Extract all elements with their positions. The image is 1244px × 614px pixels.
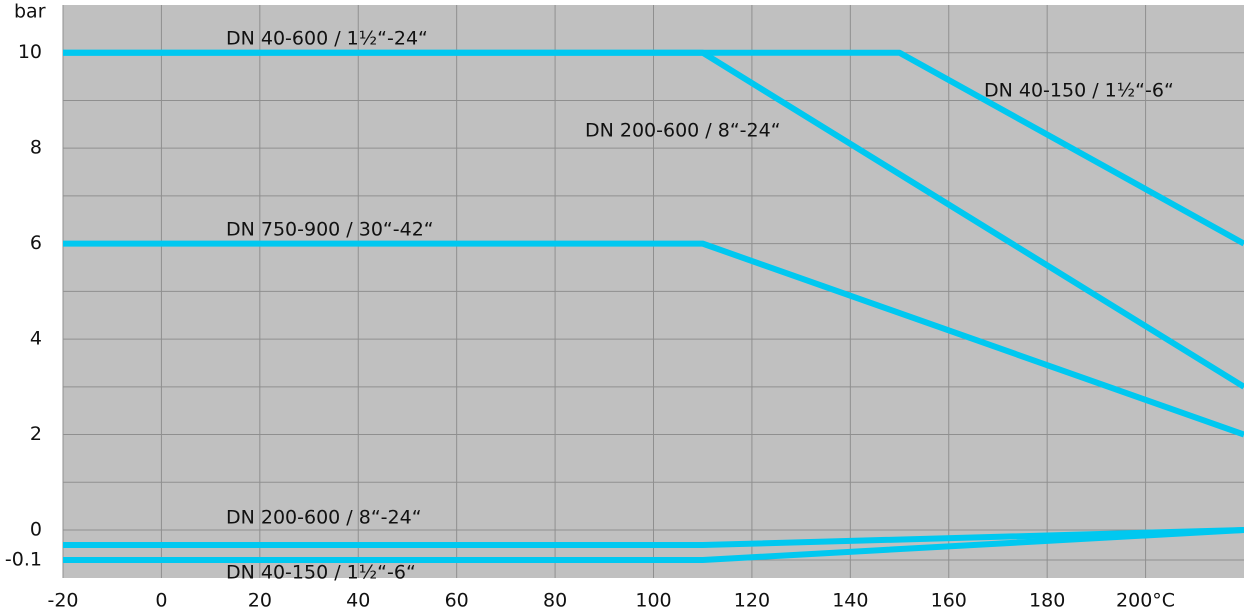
- y-axis-label: bar: [14, 1, 46, 23]
- series-label: DN 750-900 / 30“-42“: [226, 219, 434, 241]
- y-tick-label: 8: [30, 137, 42, 159]
- series-label: DN 40-150 / 1½“-6“: [984, 80, 1174, 102]
- series-line: [63, 527, 1244, 548]
- x-tick-label: 140: [832, 590, 868, 612]
- x-tick-label: 120: [734, 590, 770, 612]
- x-tick-label: 20: [248, 590, 272, 612]
- series-label: DN 40-150 / 1½“-6“: [226, 562, 416, 584]
- y-tick-label: 4: [30, 328, 42, 350]
- y-tick-label: 6: [30, 232, 42, 254]
- y-tick-label: 10: [18, 41, 42, 63]
- series-line: [63, 527, 1244, 563]
- series-label: DN 200-600 / 8“-24“: [585, 120, 781, 142]
- x-tick-label: 160: [931, 590, 967, 612]
- x-tick-label: 60: [445, 590, 469, 612]
- x-tick-label: 180: [1029, 590, 1065, 612]
- annotation: DN 40-600 / 1½“-24“: [226, 28, 428, 50]
- x-tick-label: 40: [346, 590, 370, 612]
- series-line: [63, 240, 1244, 438]
- x-tick-label: 0: [155, 590, 167, 612]
- series-line: [63, 49, 1244, 390]
- x-tick-label: 80: [543, 590, 567, 612]
- y-tick-label: -0.1: [5, 549, 42, 571]
- y-tick-label: 2: [30, 423, 42, 445]
- x-tick-label: -20: [47, 590, 78, 612]
- x-tick-label: 200°C: [1116, 590, 1175, 612]
- series-label: DN 200-600 / 8“-24“: [226, 507, 422, 529]
- y-tick-label: 0: [30, 519, 42, 541]
- x-tick-label: 100: [635, 590, 671, 612]
